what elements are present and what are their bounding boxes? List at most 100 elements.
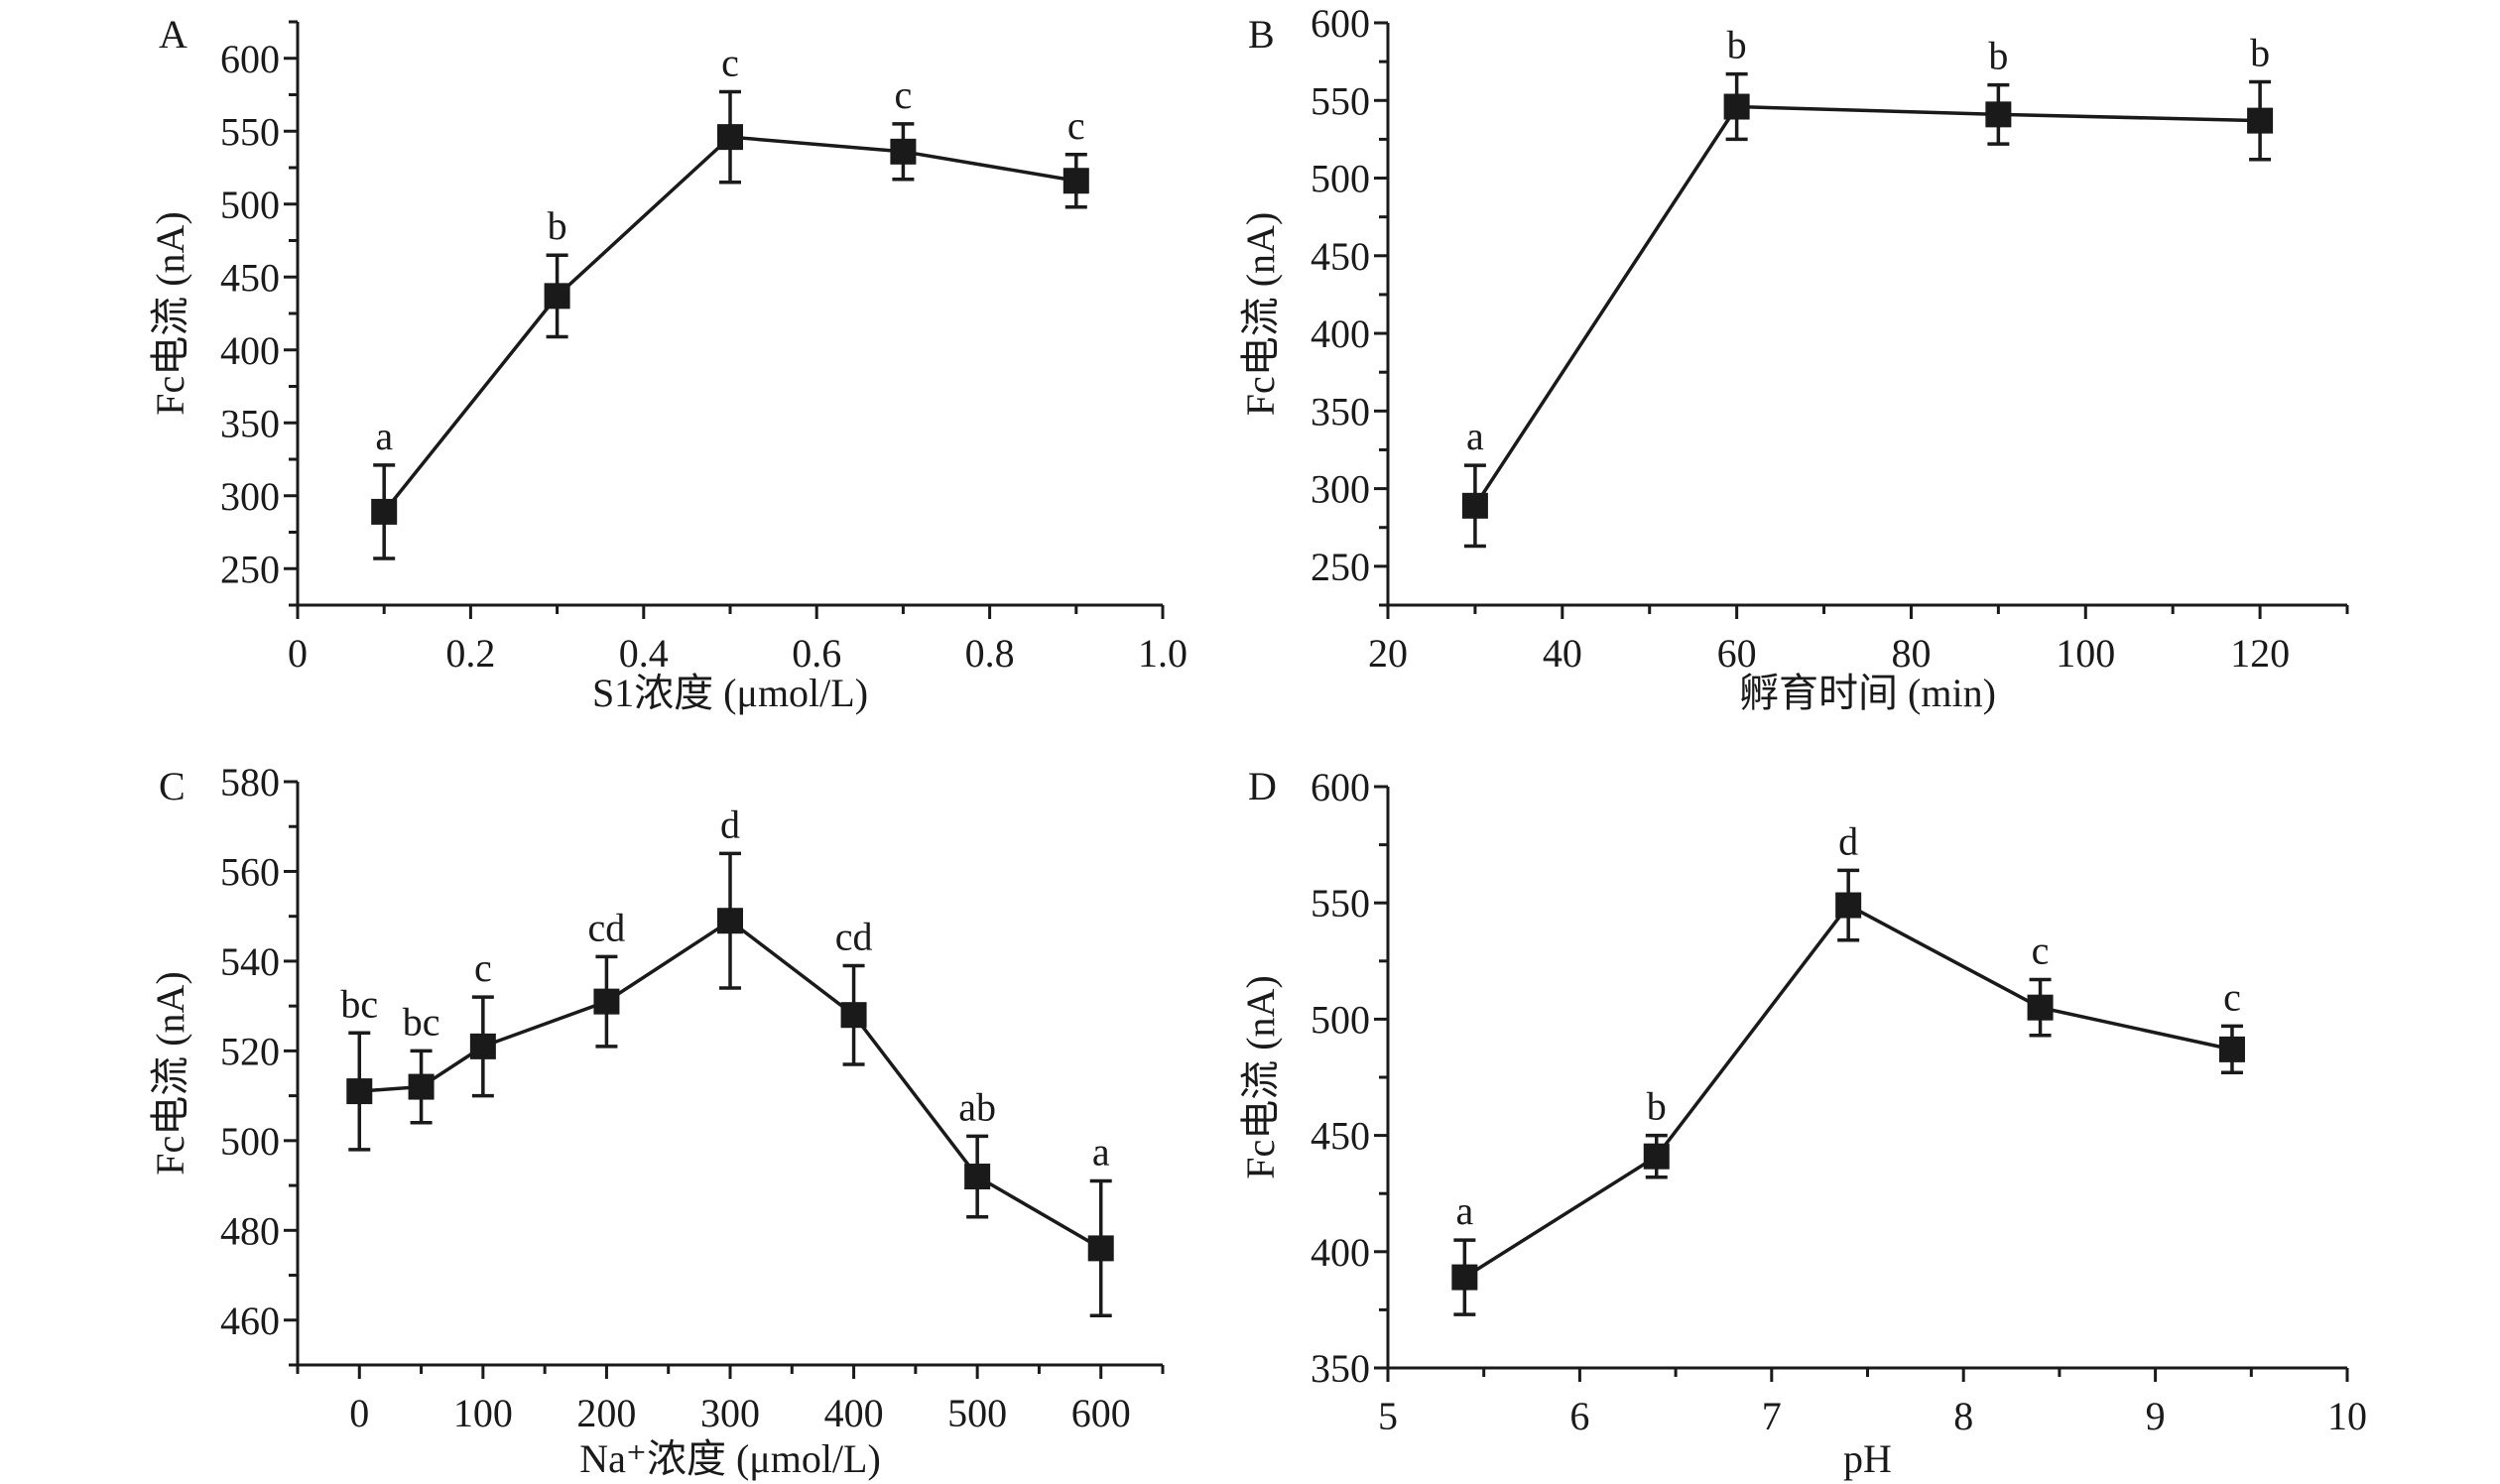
x-tick-label: 400 — [824, 1391, 884, 1435]
significance-letter: c — [2032, 928, 2050, 973]
significance-letter: b — [548, 203, 567, 248]
data-point — [1461, 492, 1488, 519]
y-tick-label: 450 — [1311, 1114, 1370, 1159]
x-axis-title: 孵育时间 (min) — [1739, 671, 1996, 715]
panel-label: C — [159, 764, 186, 808]
data-point — [717, 908, 743, 934]
y-tick-label: 450 — [1311, 234, 1370, 279]
x-tick-label: 10 — [2327, 1394, 2367, 1438]
significance-letter: a — [1455, 1188, 1473, 1233]
y-tick-label: 500 — [220, 1119, 280, 1164]
y-tick-label: 400 — [1311, 311, 1370, 356]
y-tick-label: 350 — [1311, 389, 1370, 433]
y-tick-label: 400 — [220, 328, 280, 373]
data-point — [1723, 93, 1750, 120]
data-point — [1835, 892, 1862, 919]
series-line — [1463, 903, 2233, 1280]
x-tick-label: 0.4 — [619, 631, 669, 676]
x-tick-label: 0 — [349, 1391, 369, 1435]
y-tick-label: 540 — [220, 939, 280, 984]
panel-a: 0 0.2 0.4 0.6 0.8 1.0 250 300 350 400 450 500 550 600… — [148, 12, 1188, 715]
significance-letter: c — [474, 945, 492, 990]
significance-letter: cd — [588, 905, 626, 949]
data-point — [1985, 101, 2012, 128]
y-tick-label: 500 — [1311, 157, 1370, 201]
data-point — [544, 283, 570, 309]
x-tick-label: 7 — [1762, 1394, 1782, 1438]
y-tick-label: 600 — [1311, 765, 1370, 809]
significance-letter: c — [721, 41, 739, 85]
significance-letter: b — [2250, 30, 2270, 74]
significance-letter: ab — [958, 1084, 996, 1129]
y-tick-label: 350 — [220, 401, 280, 445]
significance-letter: c — [2223, 974, 2241, 1019]
x-tick-label: 20 — [1368, 631, 1408, 676]
x-tick-label: 5 — [1378, 1394, 1398, 1438]
x-tick-label: 0.2 — [445, 631, 495, 676]
x-tick-label: 0.8 — [965, 631, 1015, 676]
significance-letter: a — [1092, 1130, 1110, 1175]
x-axis-title: pH — [1843, 1436, 1892, 1481]
data-point — [1087, 1235, 1114, 1262]
x-tick-label: 80 — [1891, 631, 1931, 676]
data-point — [2247, 107, 2274, 134]
y-tick-label: 300 — [1311, 467, 1370, 512]
data-point — [1643, 1143, 1670, 1170]
x-tick-label: 0.6 — [792, 631, 841, 676]
data-point — [890, 138, 917, 165]
significance-letter: bc — [340, 981, 378, 1026]
significance-letter: bc — [403, 999, 440, 1044]
data-point — [964, 1164, 991, 1190]
series-line — [1473, 104, 2261, 507]
x-tick-label: 200 — [576, 1391, 636, 1435]
y-tick-label: 350 — [1311, 1346, 1370, 1391]
panel-c: 0 100 200 300 400 500 600 460 480 500 520 540 560 580… — [148, 760, 1165, 1481]
x-tick-label: 6 — [1569, 1394, 1589, 1438]
y-tick-label: 300 — [220, 474, 280, 519]
x-tick-label: 40 — [1543, 631, 1582, 676]
x-tick-label: 100 — [2056, 631, 2115, 676]
panel-label: D — [1248, 764, 1277, 808]
y-axis-title: Fc电流 (nA) — [148, 211, 192, 416]
x-axis-title: S1浓度 (μmol/L) — [592, 671, 868, 715]
panel-label: A — [159, 12, 188, 57]
x-tick-label: 300 — [700, 1391, 760, 1435]
y-tick-label: 500 — [220, 183, 280, 227]
data-point — [1062, 168, 1089, 194]
significance-letter: a — [1466, 414, 1484, 458]
x-axis-title: Na⁺浓度 (μmol/L) — [579, 1436, 881, 1481]
y-tick-label: 550 — [220, 109, 280, 154]
panel-d: 5 6 7 8 9 10 350 400 450 500 550 600 pH Fc电流 (nA) Da b d… — [1238, 764, 2367, 1481]
significance-letter: d — [720, 802, 740, 846]
y-axis-title: Fc电流 (nA) — [148, 971, 192, 1175]
significance-letter: d — [1838, 818, 1858, 863]
y-tick-label: 580 — [220, 760, 280, 804]
y-tick-label: 600 — [1311, 1, 1370, 46]
y-tick-label: 520 — [220, 1029, 280, 1073]
x-tick-label: 120 — [2230, 631, 2290, 676]
data-point — [1451, 1264, 1478, 1291]
x-tick-label: 60 — [1717, 631, 1757, 676]
y-tick-label: 400 — [1311, 1230, 1370, 1275]
significance-letter: cd — [835, 914, 873, 958]
x-tick-label: 100 — [453, 1391, 513, 1435]
data-point — [593, 988, 620, 1015]
y-axis-title: Fc电流 (nA) — [1238, 975, 1283, 1179]
y-tick-label: 250 — [220, 547, 280, 591]
y-tick-label: 600 — [220, 37, 280, 81]
data-point — [2218, 1036, 2245, 1062]
x-tick-label: 9 — [2146, 1394, 2166, 1438]
x-tick-label: 1.0 — [1138, 631, 1188, 676]
y-tick-label: 460 — [220, 1298, 280, 1343]
y-tick-label: 250 — [1311, 545, 1370, 589]
y-tick-label: 560 — [220, 849, 280, 894]
significance-letter: c — [895, 72, 913, 117]
data-point — [717, 124, 743, 151]
data-point — [2027, 994, 2054, 1021]
x-tick-label: 0 — [288, 631, 308, 676]
significance-letter: b — [1988, 34, 2008, 78]
significance-letter: b — [1727, 23, 1747, 67]
series-line — [382, 135, 1077, 514]
x-tick-label: 8 — [1953, 1394, 1973, 1438]
